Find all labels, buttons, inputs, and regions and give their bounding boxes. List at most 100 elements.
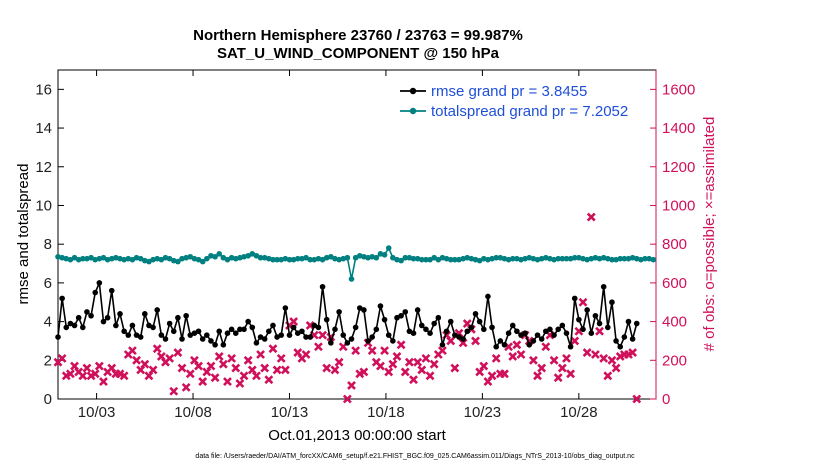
rmse-point (402, 309, 409, 315)
assimilated-point (491, 353, 501, 363)
assimilated-point (243, 355, 253, 365)
assimilated-point (305, 321, 315, 330)
rmse-point (468, 324, 475, 331)
x-tick-label: 10/08 (174, 404, 212, 421)
assimilated-point (438, 346, 447, 356)
totalspread-point (563, 255, 570, 262)
assimilated-point (578, 297, 588, 307)
rmse-point (290, 324, 297, 331)
rmse-point (410, 330, 417, 337)
x-axis-label: Oct.01,2013 00:00:00 start (268, 427, 446, 444)
assimilated-point (413, 357, 423, 367)
rmse-point (617, 343, 624, 350)
assimilated-point (165, 353, 175, 363)
assimilated-point (537, 363, 547, 373)
rmse-point (509, 322, 516, 329)
rmse-point (600, 283, 607, 290)
rmse-point (100, 318, 107, 325)
rmse-point (567, 343, 574, 350)
totalspread-point (175, 258, 181, 265)
rmse-point (555, 326, 562, 333)
assimilated-point (173, 348, 183, 357)
assimilated-point (367, 346, 377, 356)
assimilated-point (557, 363, 567, 373)
assimilated-point (57, 353, 67, 363)
rmse-point (71, 322, 78, 329)
rmse-point (526, 342, 533, 348)
legend-spread-marker (409, 107, 417, 115)
assimilated-point (446, 336, 456, 346)
assimilated-point (334, 357, 344, 367)
rmse-point (245, 318, 251, 325)
assimilated-point (409, 375, 418, 385)
rmse-point (113, 322, 119, 329)
assimilated-point (177, 363, 187, 373)
assimilated-point (421, 353, 431, 363)
rmse-point (418, 322, 425, 329)
rmse-point (385, 332, 392, 338)
rmse-point (633, 320, 640, 327)
assimilated-point (404, 357, 414, 367)
totalspread-point (212, 253, 218, 260)
y-tick-label-left: 0 (44, 391, 52, 408)
rmse-point (377, 303, 384, 309)
totalspread-point (199, 258, 206, 265)
assimilated-point (342, 394, 352, 404)
rmse-point (605, 324, 611, 331)
assimilated-point (206, 361, 216, 371)
rmse-point (228, 326, 235, 333)
totalspread-point (348, 276, 355, 282)
assimilated-point (148, 365, 158, 375)
totalspread-point (398, 257, 404, 264)
assimilated-point (227, 353, 237, 363)
rmse-point (460, 336, 466, 342)
totalspread-point (617, 255, 624, 262)
rmse-point (332, 326, 338, 333)
assimilated-point (65, 369, 75, 379)
legend-rmse-marker (409, 87, 417, 95)
totalspread-point (344, 254, 351, 261)
rmse-point (592, 312, 599, 319)
rmse-point (154, 307, 161, 313)
rmse-point (571, 295, 578, 302)
rmse-point (613, 338, 619, 344)
totalspread-point (447, 256, 454, 263)
assimilated-point (487, 371, 497, 381)
assimilated-point (322, 363, 332, 373)
legend-spread-label: totalspread grand pr = 7.2052 (431, 103, 628, 120)
totalspread-point (286, 256, 293, 263)
assimilated-point (471, 336, 480, 346)
rmse-point (137, 334, 144, 340)
legend-rmse-label: rmse grand pr = 3.8455 (431, 83, 587, 100)
assimilated-point (553, 373, 563, 383)
rmse-point (299, 328, 305, 335)
x-tick-label: 10/28 (560, 404, 598, 421)
rmse-point (84, 309, 90, 315)
rmse-point (315, 324, 322, 331)
totalspread-point (571, 254, 578, 261)
rmse-point (472, 311, 479, 317)
assimilated-point (425, 371, 435, 381)
rmse-point (261, 336, 268, 342)
totalspread-point (423, 256, 429, 263)
totalspread-point (509, 255, 516, 262)
assimilated-point (260, 363, 270, 373)
assimilated-point (214, 352, 224, 361)
rmse-point (439, 342, 446, 348)
rmse-point (117, 311, 123, 317)
totalspread-point (418, 256, 425, 263)
rmse-point (204, 332, 210, 338)
rmse-point (158, 332, 165, 338)
assimilated-point (119, 371, 129, 381)
assimilated-point (314, 342, 323, 352)
assimilated-point (479, 361, 489, 371)
assimilated-point (590, 350, 600, 359)
assimilated-point (380, 346, 389, 356)
totalspread-point (307, 256, 313, 263)
rmse-point (212, 342, 218, 348)
y-tick-label-left: 16 (35, 81, 52, 98)
rmse-point (464, 328, 471, 335)
plot-area: 10/03 10/08 10/13 10/18 10/23 10/28 0 2 4 6 8 10 12 1… (35, 69, 695, 421)
rmse-point (580, 326, 586, 333)
assimilated-point (351, 346, 361, 356)
